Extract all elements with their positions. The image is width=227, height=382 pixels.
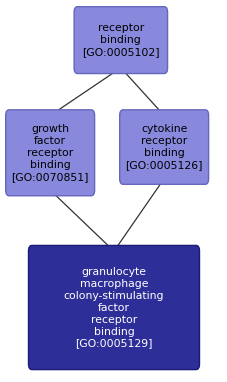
Text: cytokine
receptor
binding
[GO:0005126]: cytokine receptor binding [GO:0005126] bbox=[125, 124, 202, 170]
Text: receptor
binding
[GO:0005102]: receptor binding [GO:0005102] bbox=[82, 23, 159, 57]
FancyBboxPatch shape bbox=[6, 110, 94, 196]
FancyBboxPatch shape bbox=[119, 110, 208, 185]
FancyBboxPatch shape bbox=[28, 245, 199, 370]
Text: granulocyte
macrophage
colony-stimulating
factor
receptor
binding
[GO:0005129]: granulocyte macrophage colony-stimulatin… bbox=[64, 267, 163, 348]
Text: growth
factor
receptor
binding
[GO:0070851]: growth factor receptor binding [GO:00708… bbox=[11, 124, 89, 182]
FancyBboxPatch shape bbox=[74, 6, 167, 73]
